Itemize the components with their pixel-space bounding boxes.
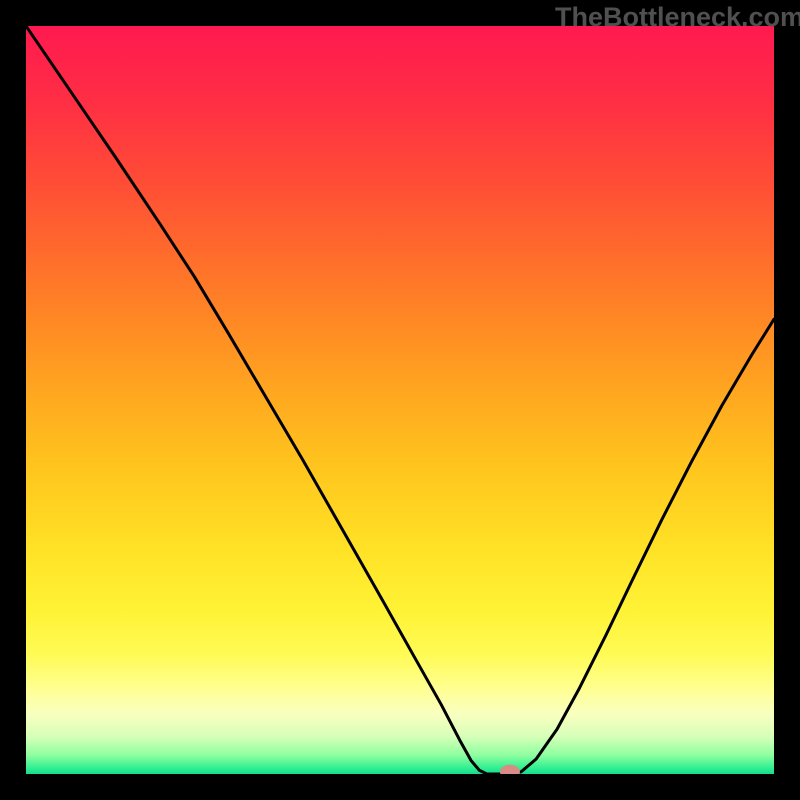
plot-area <box>26 26 774 774</box>
chart-root: TheBottleneck.com <box>0 0 800 800</box>
gradient-background <box>26 26 774 774</box>
watermark-text: TheBottleneck.com <box>555 2 800 33</box>
